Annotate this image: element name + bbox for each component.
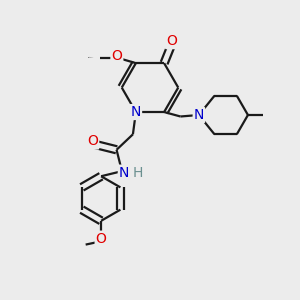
Text: N: N xyxy=(131,105,141,119)
Text: N: N xyxy=(119,166,129,180)
Text: O: O xyxy=(87,134,98,148)
Text: methoxy: methoxy xyxy=(88,57,94,59)
Text: O: O xyxy=(166,34,177,48)
Text: O: O xyxy=(111,49,122,63)
Text: N: N xyxy=(194,108,204,122)
Text: O: O xyxy=(96,232,106,246)
Text: H: H xyxy=(133,166,143,180)
Text: methoxy: methoxy xyxy=(92,57,98,59)
